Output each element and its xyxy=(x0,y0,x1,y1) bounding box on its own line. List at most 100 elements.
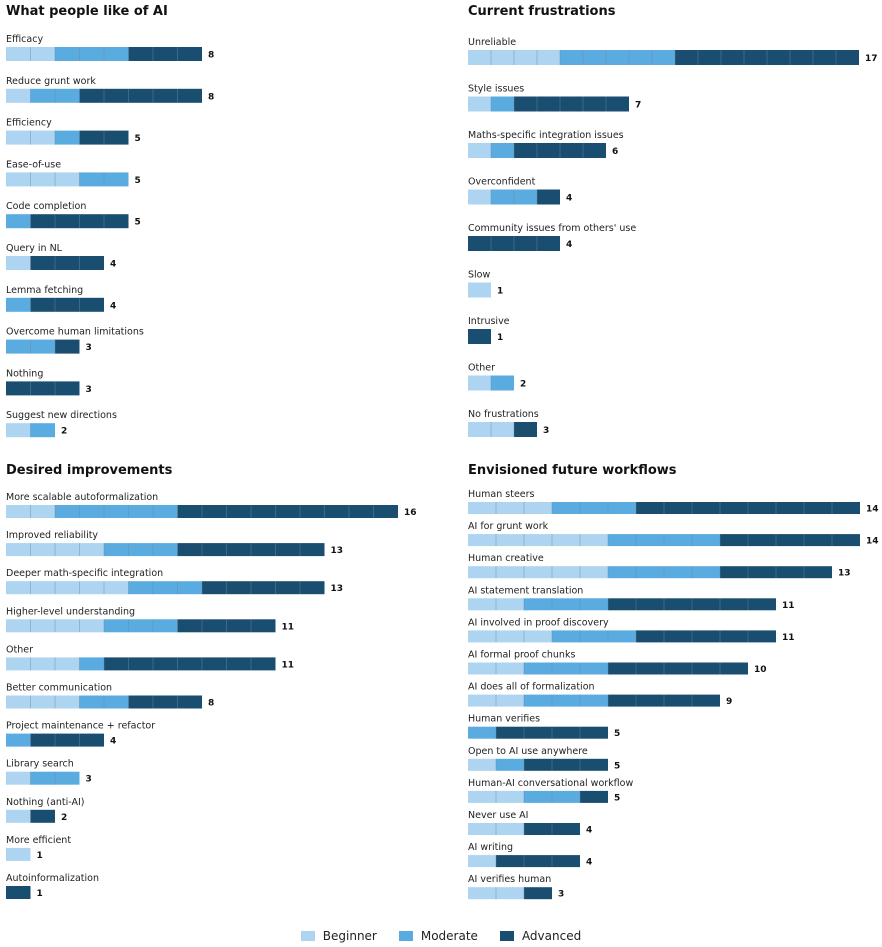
category-label: Autoinformalization xyxy=(6,873,99,884)
legend-swatch xyxy=(499,931,514,941)
bar-segment-advanced xyxy=(524,758,608,771)
panel-title: Desired improvements xyxy=(6,463,173,478)
legend-item-moderate: Moderate xyxy=(398,929,478,943)
total-label: 10 xyxy=(754,665,767,675)
total-label: 2 xyxy=(61,813,67,823)
bar-segment-advanced xyxy=(636,630,776,643)
bar-segment-moderate xyxy=(496,758,524,771)
bar-segment-moderate xyxy=(491,96,514,112)
category-label: No frustrations xyxy=(468,409,539,420)
category-label: Better communication xyxy=(6,683,112,694)
bar-segment-moderate xyxy=(55,47,129,61)
total-label: 4 xyxy=(566,194,572,204)
bar-segment-moderate xyxy=(552,502,636,514)
category-label: Slow xyxy=(468,270,490,281)
total-label: 4 xyxy=(110,737,116,747)
total-label: 1 xyxy=(37,889,43,899)
legend-swatch xyxy=(398,931,413,941)
bar-segment-advanced xyxy=(514,96,629,112)
bar-segment-advanced xyxy=(30,297,104,312)
bar-segment-advanced xyxy=(580,790,608,803)
category-label: Overconfident xyxy=(468,177,536,188)
category-label: Community issues from others' use xyxy=(468,223,636,234)
bar-segment-moderate xyxy=(104,543,178,557)
category-label: Other xyxy=(468,363,495,374)
legend-label: Beginner xyxy=(322,929,377,943)
bar-segment-beginner xyxy=(6,581,129,595)
bar-segment-beginner xyxy=(6,695,80,709)
bar-segment-advanced xyxy=(128,695,202,709)
category-label: AI verifies human xyxy=(468,874,551,885)
total-label: 8 xyxy=(208,92,214,102)
bar-segment-advanced xyxy=(177,505,398,518)
bar-segment-advanced xyxy=(720,534,860,547)
bar-segment-advanced xyxy=(524,887,552,900)
bar-segment-advanced xyxy=(514,422,537,437)
bar-segment-beginner xyxy=(6,256,31,270)
total-label: 1 xyxy=(37,851,43,861)
total-label: 4 xyxy=(586,826,592,836)
bar-segment-beginner xyxy=(468,96,491,112)
total-label: 6 xyxy=(612,147,618,157)
bar-segment-moderate xyxy=(104,619,178,633)
category-label: Nothing (anti-AI) xyxy=(6,797,85,808)
bar-segment-beginner xyxy=(468,143,491,158)
bar-segment-beginner xyxy=(6,172,80,187)
bar-segment-moderate xyxy=(552,630,636,643)
category-label: Lemma fetching xyxy=(6,285,83,296)
category-label: Unreliable xyxy=(468,37,516,48)
category-label: Efficacy xyxy=(6,34,43,45)
total-label: 5 xyxy=(135,218,141,228)
bar-segment-advanced xyxy=(6,886,31,899)
total-label: 1 xyxy=(497,287,503,297)
total-label: 11 xyxy=(782,633,795,643)
bar-segment-moderate xyxy=(560,50,675,65)
category-label: Higher-level understanding xyxy=(6,606,135,617)
bar-segment-advanced xyxy=(537,189,560,205)
total-label: 2 xyxy=(520,380,526,390)
bar-segment-advanced xyxy=(30,256,104,270)
category-label: Efficiency xyxy=(6,118,52,129)
bar-segment-beginner xyxy=(6,657,80,671)
panel-title: Current frustrations xyxy=(468,4,616,19)
legend: Beginner Moderate Advanced xyxy=(0,926,882,946)
total-label: 9 xyxy=(726,697,732,707)
bar-segment-moderate xyxy=(524,598,608,611)
total-label: 13 xyxy=(838,569,851,579)
chart-panel: Envisioned future workflows Human steers 1… xyxy=(468,463,879,900)
bar-segment-beginner xyxy=(468,189,491,205)
total-label: 3 xyxy=(543,426,549,436)
bar-segment-moderate xyxy=(6,733,31,747)
bar-segment-beginner xyxy=(6,423,31,438)
category-label: Human steers xyxy=(468,489,535,500)
total-label: 1 xyxy=(497,333,503,343)
category-label: Suggest new directions xyxy=(6,410,117,421)
bar-segment-advanced xyxy=(55,339,80,354)
total-label: 2 xyxy=(61,427,67,437)
total-label: 3 xyxy=(86,385,92,395)
category-label: Open to AI use anywhere xyxy=(468,746,588,757)
total-label: 11 xyxy=(282,660,295,670)
bar-segment-advanced xyxy=(104,657,276,671)
bar-segment-advanced xyxy=(30,809,55,823)
total-label: 11 xyxy=(782,601,795,611)
bar-segment-moderate xyxy=(491,143,514,158)
bar-segment-moderate xyxy=(491,375,514,391)
bar-segment-advanced xyxy=(608,662,748,675)
category-label: AI does all of formalization xyxy=(468,682,595,693)
category-label: Improved reliability xyxy=(6,530,98,541)
category-label: AI writing xyxy=(468,842,513,853)
bar-segment-advanced xyxy=(128,47,202,61)
total-label: 3 xyxy=(86,343,92,353)
bar-segment-beginner xyxy=(468,282,491,298)
total-label: 3 xyxy=(86,775,92,785)
total-label: 13 xyxy=(331,584,344,594)
category-label: Code completion xyxy=(6,201,86,212)
bar-segment-beginner xyxy=(6,88,31,103)
legend-label: Moderate xyxy=(420,929,478,943)
total-label: 14 xyxy=(866,505,879,515)
panel-title: What people like of AI xyxy=(6,4,168,19)
bar-segment-moderate xyxy=(524,662,608,675)
bar-segment-moderate xyxy=(468,726,496,739)
category-label: AI involved in proof discovery xyxy=(468,617,609,628)
